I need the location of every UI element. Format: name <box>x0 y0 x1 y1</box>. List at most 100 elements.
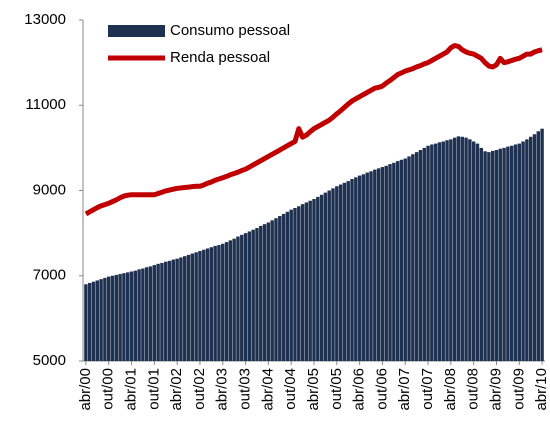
bar <box>270 220 274 361</box>
x-tick-label: out/07 <box>419 368 436 410</box>
x-tick-label: abr/01 <box>122 368 139 411</box>
bar <box>95 280 100 361</box>
bar <box>475 143 480 361</box>
x-tick-label: out/00 <box>100 368 117 410</box>
bar <box>255 228 259 361</box>
bar <box>304 202 309 361</box>
legend-label: Renda pessoal <box>170 49 270 66</box>
bar <box>224 242 229 361</box>
bar <box>506 146 510 361</box>
bar <box>179 257 183 361</box>
x-tick-label: abr/03 <box>214 368 231 411</box>
bar <box>517 143 521 361</box>
bar <box>350 178 354 361</box>
bar <box>437 142 442 361</box>
bar <box>194 252 198 361</box>
bar <box>114 274 119 361</box>
bar <box>395 161 400 361</box>
x-tick-label: abr/08 <box>442 368 459 411</box>
x-tick-label: out/08 <box>465 368 482 410</box>
bar <box>91 281 96 361</box>
bar <box>221 243 225 361</box>
x-tick-label: out/09 <box>510 368 527 410</box>
bar <box>369 171 373 361</box>
bar <box>471 141 476 361</box>
bar <box>247 231 252 361</box>
bar <box>357 175 362 361</box>
bar <box>228 240 233 361</box>
bar <box>183 256 187 361</box>
bar <box>502 147 506 361</box>
x-tick-label: abr/05 <box>305 368 322 411</box>
bar <box>323 192 328 361</box>
y-tick-label: 9000 <box>33 181 66 198</box>
bar <box>449 139 453 361</box>
bar <box>312 199 316 361</box>
bar <box>532 134 537 361</box>
bar <box>361 174 366 361</box>
bar <box>152 265 157 361</box>
bar <box>266 222 271 361</box>
bar <box>376 168 381 361</box>
bar <box>498 148 502 361</box>
bar <box>137 269 141 361</box>
bar <box>338 184 343 361</box>
x-tick-label: out/02 <box>191 368 208 410</box>
bar <box>414 152 419 361</box>
bar <box>521 141 525 361</box>
bar <box>399 159 404 361</box>
bar <box>441 141 445 361</box>
bar <box>456 136 461 361</box>
bar <box>190 253 195 361</box>
bar <box>342 182 347 361</box>
bar <box>327 190 331 361</box>
bar <box>430 144 434 361</box>
legend-label: Consumo pessoal <box>170 22 290 39</box>
bar <box>99 279 103 361</box>
y-tick-label: 5000 <box>33 352 66 369</box>
bar <box>433 143 438 361</box>
bar <box>316 196 320 361</box>
bar <box>198 251 202 361</box>
bar <box>426 145 430 361</box>
bar <box>460 136 464 361</box>
bar <box>540 128 544 361</box>
bar <box>293 207 297 361</box>
bar <box>259 225 263 361</box>
bar <box>118 274 122 361</box>
bar <box>232 238 236 361</box>
bar <box>278 216 282 361</box>
bar <box>133 270 138 361</box>
x-tick-label: out/04 <box>282 368 299 410</box>
bar <box>407 156 411 361</box>
bar <box>156 263 160 361</box>
bar <box>167 260 172 361</box>
bar <box>494 150 499 361</box>
bar <box>274 218 278 361</box>
x-tick-label: out/05 <box>328 368 345 410</box>
y-tick-label: 11000 <box>25 96 66 113</box>
x-tick-label: abr/04 <box>259 368 276 411</box>
bar <box>164 261 168 361</box>
bar <box>209 247 214 361</box>
bar <box>509 145 514 361</box>
bar <box>331 188 335 361</box>
bar <box>411 154 415 361</box>
bar <box>141 268 145 361</box>
bar <box>335 186 339 361</box>
bar <box>319 194 324 361</box>
bar <box>122 273 126 361</box>
legend-swatch <box>108 25 165 37</box>
bar <box>373 169 377 361</box>
bar <box>281 213 286 361</box>
bar <box>365 172 369 361</box>
bar <box>346 181 350 361</box>
x-tick-label: out/06 <box>373 368 390 410</box>
bar <box>126 272 130 361</box>
bar <box>354 177 358 361</box>
x-tick-label: abr/06 <box>351 368 368 411</box>
bar <box>528 136 533 361</box>
bar <box>452 137 457 361</box>
bar <box>384 165 388 361</box>
